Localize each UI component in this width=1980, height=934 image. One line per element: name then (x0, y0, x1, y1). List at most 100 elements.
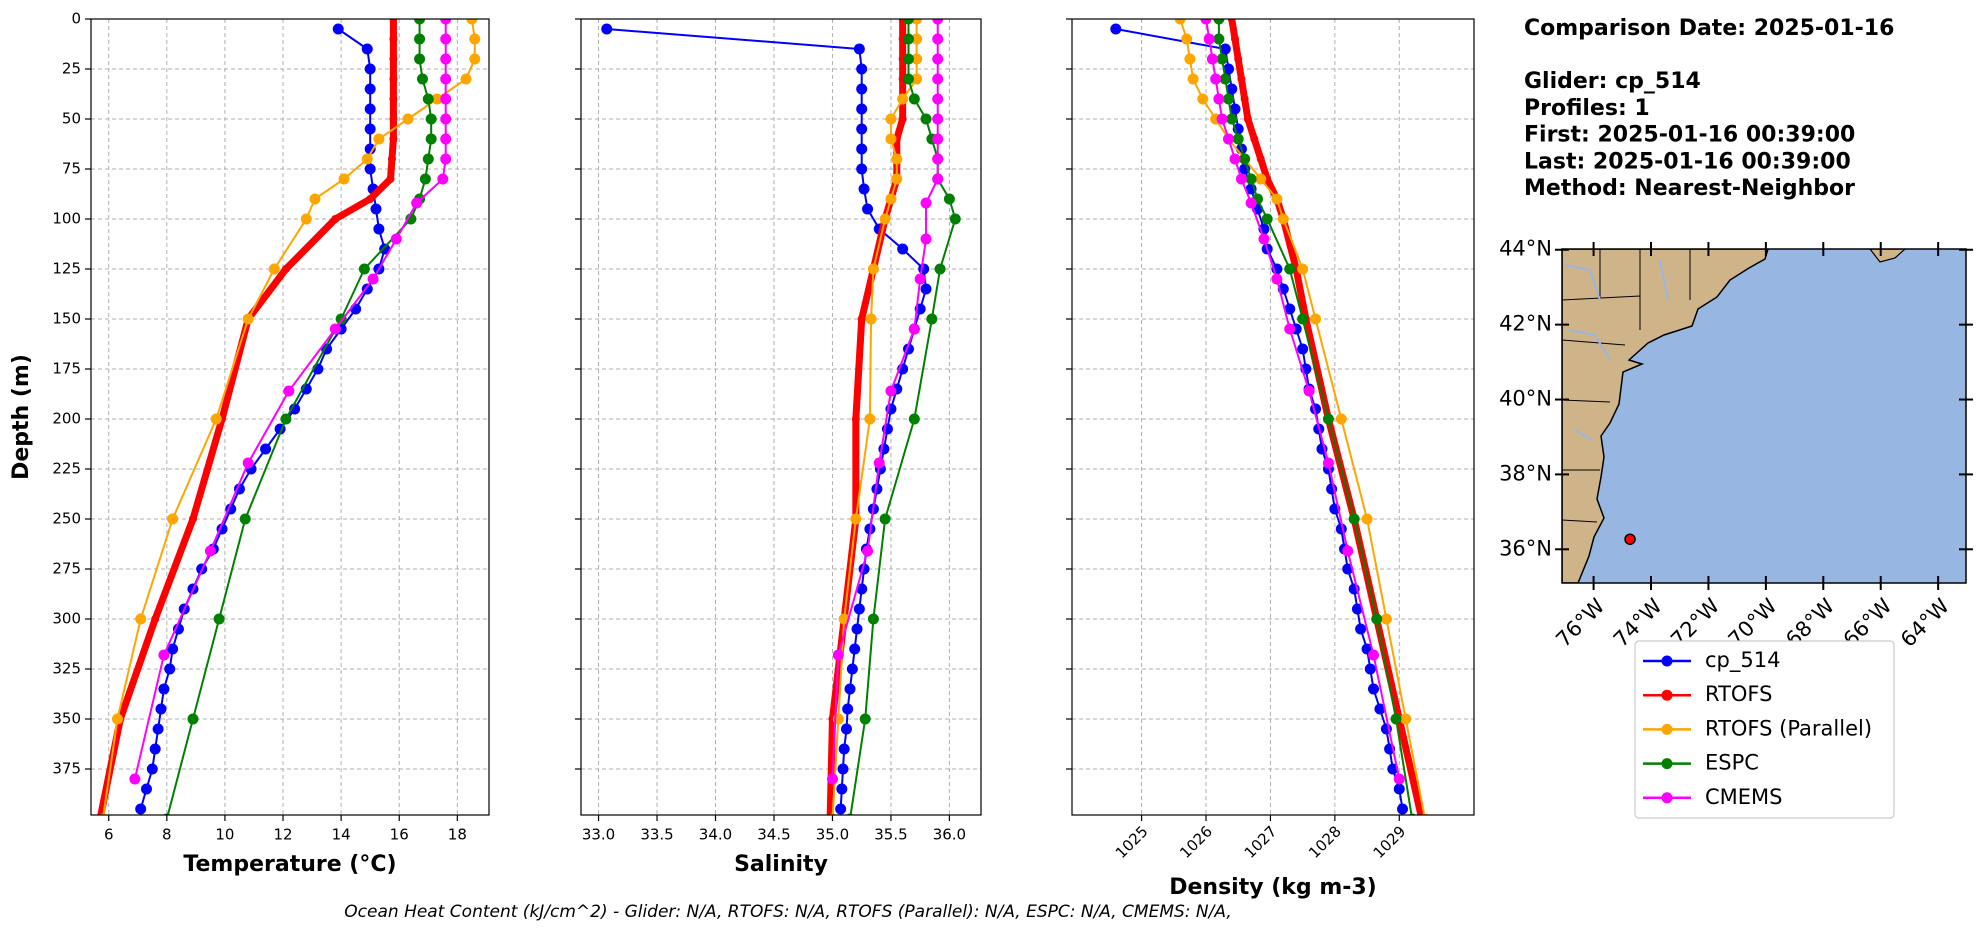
series-marker (1174, 19, 1186, 25)
series-marker (367, 273, 379, 285)
series-marker (260, 443, 272, 455)
series-marker (158, 649, 170, 661)
y-tick-label: 75 (62, 160, 81, 178)
series-marker (1277, 213, 1289, 225)
series-marker (836, 783, 848, 795)
series-marker (414, 53, 426, 65)
panel: 33.0 33.5 34.0 34.5 35.0 35.5 36.0 Salinity (575, 18, 982, 877)
series-marker (370, 203, 382, 215)
y-tick-label: 275 (52, 560, 81, 578)
plot-area (1110, 19, 1429, 815)
legend: cp_514 RTOFS RTOFS (Parallel) ESPC CMEMS (1634, 640, 1895, 819)
y-tick-label: 200 (52, 410, 81, 428)
y-tick-label: 0 (71, 10, 81, 28)
series-marker (835, 803, 847, 815)
series-marker (440, 19, 452, 25)
series-marker (283, 385, 295, 397)
legend-label: cp_514 (1705, 648, 1780, 673)
series-marker (422, 93, 434, 105)
series-marker (849, 643, 861, 655)
series-marker (213, 613, 225, 625)
series-marker (167, 513, 179, 525)
series-marker (387, 155, 396, 163)
series-marker (862, 203, 874, 215)
series-marker (1380, 613, 1392, 625)
series-marker (1335, 413, 1347, 425)
x-tick-label: 36.0 (933, 826, 966, 844)
series-marker (851, 415, 860, 423)
series-marker (1351, 603, 1363, 615)
x-axis-label: Salinity (734, 852, 828, 877)
series-marker (856, 583, 868, 595)
series-marker (911, 33, 923, 45)
series-marker (390, 233, 402, 245)
axes-frame (580, 18, 982, 816)
series-marker (164, 663, 176, 675)
x-tick-label: 1028 (1305, 822, 1345, 862)
series-marker (856, 63, 868, 75)
y-tick-label: 375 (52, 760, 81, 778)
series-marker (1181, 33, 1193, 45)
series-marker (908, 323, 920, 335)
panel: 0 25 50 75 100 125 150 175 200 225 250 275 300 325 350… (9, 10, 490, 877)
series-marker (1297, 313, 1309, 325)
series-marker (911, 19, 923, 25)
series-marker (440, 133, 452, 145)
series-marker (364, 163, 376, 175)
plot-area (96, 19, 481, 823)
series-marker (386, 175, 395, 183)
series-marker (389, 115, 398, 123)
series-marker (151, 615, 160, 623)
series-marker (1200, 19, 1212, 25)
series-marker (204, 545, 216, 557)
series-marker (1390, 713, 1402, 725)
series-marker (934, 263, 946, 275)
series-marker (135, 803, 147, 815)
series-marker (920, 113, 932, 125)
legend-label: RTOFS (1705, 682, 1772, 706)
series-marker (873, 457, 885, 469)
series-marker (932, 53, 944, 65)
x-tick-label: 1027 (1241, 822, 1281, 862)
series-marker (1226, 113, 1238, 125)
series-marker (1342, 545, 1354, 557)
y-axis-label: Depth (m) (9, 354, 34, 480)
series-marker (1393, 783, 1405, 795)
series-marker (460, 73, 472, 85)
series-marker (1256, 155, 1265, 163)
series-marker (469, 33, 481, 45)
x-tick-label: 1029 (1370, 822, 1410, 862)
legend-frame (1634, 640, 1895, 819)
map: 36°N38°N40°N42°N44°N76°W 74°W 72°W 70°W 68°W… (1499, 237, 1973, 652)
series-marker (389, 19, 398, 23)
series-marker (1348, 513, 1360, 525)
series-marker (431, 93, 443, 105)
series-marker (366, 195, 375, 203)
series-marker (361, 43, 373, 55)
series-marker (329, 323, 341, 335)
series-marker (331, 215, 340, 223)
series-marker (1243, 115, 1252, 123)
series-marker (1227, 19, 1236, 23)
y-tick-label: 38°N (1499, 461, 1552, 485)
series-marker (885, 385, 897, 397)
y-tick-label: 300 (52, 610, 81, 628)
series-marker (911, 73, 923, 85)
series-marker (1368, 649, 1379, 661)
series-marker (96, 815, 104, 823)
series-marker (425, 113, 437, 125)
series-marker (167, 643, 179, 655)
series-marker (135, 613, 147, 625)
series-marker (914, 273, 926, 285)
series-marker (1271, 273, 1283, 285)
y-tick-label: 225 (52, 460, 81, 478)
series-marker (440, 73, 452, 85)
series-marker (129, 773, 141, 785)
y-tick-label: 350 (52, 710, 81, 728)
series-marker (364, 143, 376, 155)
series-marker (1303, 385, 1315, 397)
x-axis-label: Density (kg m-3) (1169, 875, 1377, 900)
series-marker (856, 83, 868, 95)
series-marker (902, 19, 914, 25)
series-marker (908, 93, 920, 105)
